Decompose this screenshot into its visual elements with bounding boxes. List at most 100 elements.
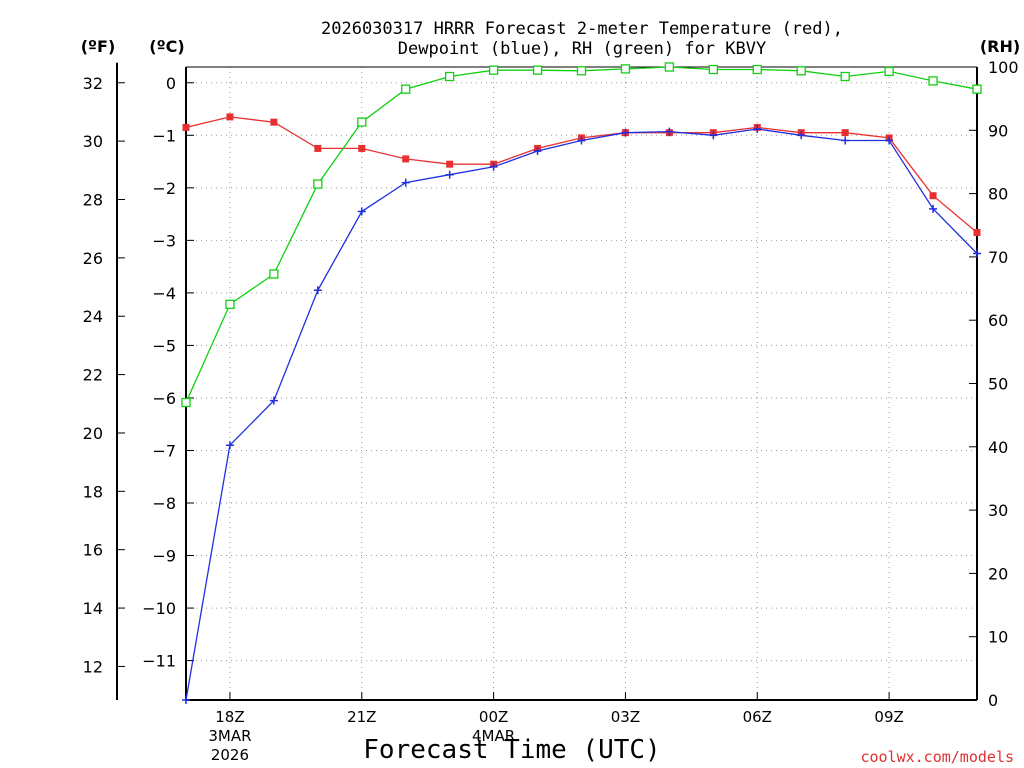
temperature-point — [182, 123, 190, 131]
dewpoint-point — [313, 286, 322, 295]
credit-text: coolwx.com/models — [860, 748, 1014, 766]
rh-tick-label: 30 — [988, 501, 1008, 520]
dewpoint-point — [357, 207, 366, 216]
rh-point — [928, 76, 938, 86]
dewpoint-point — [885, 136, 894, 145]
rh-point — [401, 84, 411, 94]
dewpoint-point — [797, 131, 806, 140]
celsius-tick-label: −2 — [152, 179, 176, 198]
temperature-point — [446, 160, 454, 168]
rh-point — [488, 65, 499, 75]
fahrenheit-tick-label: 26 — [83, 249, 103, 268]
x-tick-date-label: 3MAR — [208, 727, 251, 745]
x-axis-title: Forecast Time (UTC) — [363, 735, 660, 765]
x-tick-label: 21Z — [347, 708, 376, 726]
rh-point — [664, 62, 675, 72]
rh-point — [620, 64, 631, 74]
x-tick-label: 00Z — [479, 708, 508, 726]
rh-tick-label: 90 — [988, 121, 1008, 140]
axis-ticks: 32 30 28 26 24 22 20 18 16 14 12 0 −1 −2 −3 −4 −5 −6 −7 −8 −… — [83, 58, 1019, 764]
rh-point — [840, 71, 850, 82]
fahrenheit-tick-label: 12 — [83, 657, 103, 676]
celsius-tick-label: −8 — [152, 494, 176, 513]
unit-label-fahrenheit: (ºF) — [81, 37, 116, 56]
rh-tick-label: 80 — [988, 185, 1008, 204]
dewpoint-point — [182, 696, 190, 704]
fahrenheit-tick-label: 16 — [83, 541, 103, 560]
rh-point — [181, 397, 191, 408]
chart-title-line1: 2026030317 HRRR Forecast 2-meter Tempera… — [321, 19, 843, 39]
dewpoint-point — [621, 128, 630, 137]
dewpoint-point — [533, 147, 542, 156]
x-tick-year-label: 2026 — [211, 746, 249, 764]
celsius-tick-label: −6 — [152, 389, 176, 408]
celsius-tick-label: 0 — [166, 74, 176, 93]
dewpoint-line — [185, 128, 978, 701]
rh-tick-label: 0 — [988, 691, 998, 710]
celsius-tick-label: −3 — [152, 231, 176, 250]
rh-tick-label: 50 — [988, 375, 1008, 394]
dewpoint-point — [753, 124, 762, 133]
rh-point — [313, 179, 323, 189]
dewpoint-point — [577, 136, 586, 145]
rh-point — [796, 66, 806, 76]
rh-tick-label: 60 — [988, 311, 1008, 330]
fahrenheit-tick-label: 22 — [83, 366, 103, 385]
rh-point — [972, 84, 982, 94]
x-tick-date-label: 4MAR — [472, 727, 515, 745]
celsius-tick-label: −9 — [152, 547, 176, 566]
celsius-tick-label: −11 — [142, 652, 176, 671]
fahrenheit-tick-label: 32 — [83, 74, 103, 93]
temperature-point — [929, 192, 937, 200]
unit-label-celsius: (ºC) — [149, 37, 184, 56]
celsius-tick-label: −5 — [152, 336, 176, 355]
dewpoint-point — [709, 131, 718, 140]
rh-point — [708, 64, 718, 75]
grid-lines — [186, 67, 977, 700]
dewpoint-point — [841, 136, 850, 145]
rh-point — [357, 117, 367, 127]
rh-point — [269, 269, 279, 279]
rh-point — [532, 65, 543, 75]
fahrenheit-tick-label: 20 — [83, 424, 103, 443]
dewpoint-point — [269, 396, 278, 405]
temperature-line — [185, 116, 978, 233]
rh-tick-label: 70 — [988, 248, 1008, 267]
celsius-tick-label: −1 — [152, 126, 176, 145]
rh-point — [576, 66, 587, 76]
fahrenheit-tick-label: 30 — [83, 132, 103, 151]
unit-label-rh: (RH) — [980, 37, 1020, 56]
rh-tick-label: 40 — [988, 438, 1008, 457]
fahrenheit-tick-label: 18 — [83, 482, 103, 501]
temperature-point — [226, 113, 234, 121]
dewpoint-point — [401, 178, 410, 187]
rh-point — [225, 299, 235, 310]
rh-point — [752, 64, 762, 75]
celsius-tick-label: −7 — [152, 441, 176, 460]
rh-tick-label: 100 — [988, 58, 1019, 77]
rh-point — [445, 71, 455, 82]
temperature-point — [314, 144, 322, 152]
x-tick-label: 09Z — [874, 708, 903, 726]
dewpoint-point — [929, 204, 938, 213]
rh-line — [185, 66, 978, 403]
celsius-tick-label: −10 — [142, 599, 176, 618]
dewpoint-point — [665, 127, 674, 136]
fahrenheit-tick-label: 14 — [83, 599, 103, 618]
rh-point — [884, 66, 894, 77]
chart-title-line2: Dewpoint (blue), RH (green) for KBVY — [398, 39, 766, 59]
temperature-point — [841, 129, 849, 137]
data-series — [181, 62, 982, 704]
dewpoint-point — [973, 249, 981, 258]
x-tick-label: 18Z — [215, 708, 244, 726]
temperature-point — [402, 155, 410, 163]
celsius-tick-label: −4 — [152, 284, 176, 303]
x-tick-label: 06Z — [743, 708, 772, 726]
rh-tick-label: 20 — [988, 564, 1008, 583]
dewpoint-point — [225, 441, 234, 450]
fahrenheit-tick-label: 28 — [83, 190, 103, 209]
dewpoint-point — [489, 162, 498, 171]
temperature-point — [358, 144, 366, 152]
temperature-point — [973, 228, 981, 236]
